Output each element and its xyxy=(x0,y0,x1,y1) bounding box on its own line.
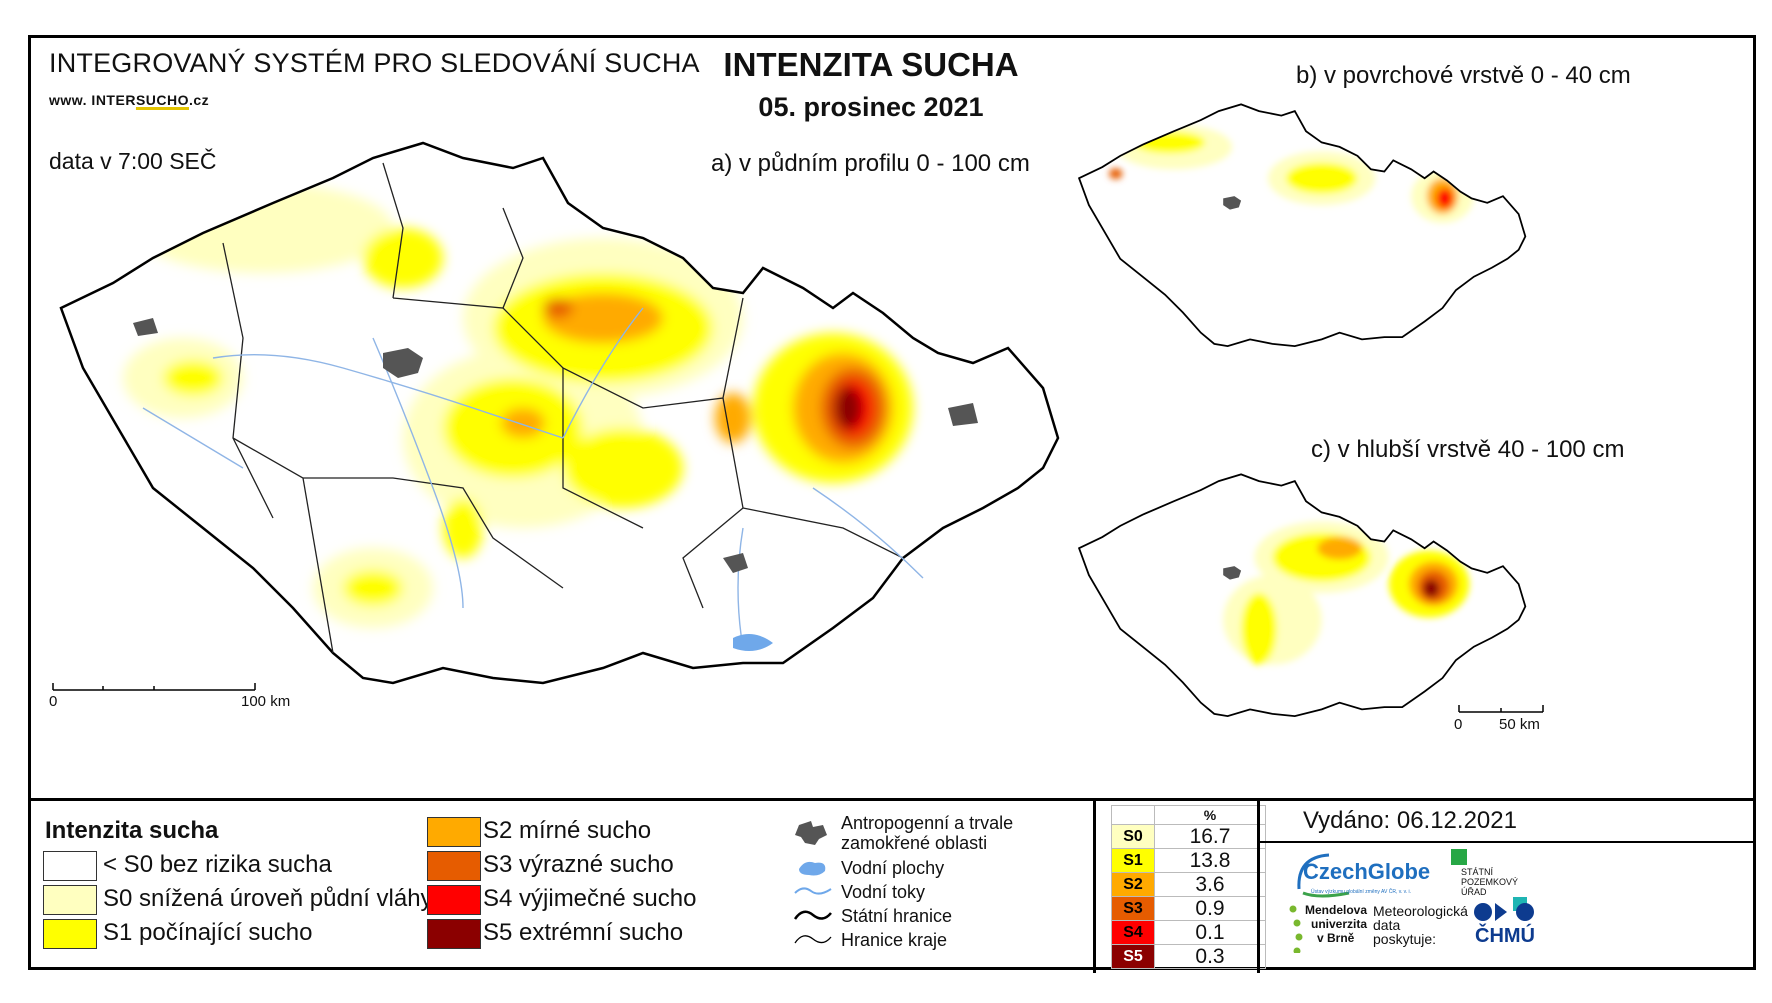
stats-value-cell: 16.7 xyxy=(1154,824,1266,849)
stats-class-cell: S5 xyxy=(1111,944,1155,969)
legend-separator-2 xyxy=(1257,801,1260,973)
legend-swatch-s1 xyxy=(43,919,97,949)
mendel-dots-icon xyxy=(1289,905,1303,953)
scale-small-start: 0 xyxy=(1454,716,1463,733)
mendel-line2: univerzita xyxy=(1311,917,1368,931)
legend-anthropogenic-line1: Antropogenní a trvale xyxy=(841,813,1014,833)
anthropogenic-area-icon xyxy=(795,821,827,845)
meteo-line3: poskytuje: xyxy=(1373,931,1437,947)
chmu-name: ČHMÚ xyxy=(1475,925,1535,947)
legend-label-below-s0: < S0 bez rizika sucha xyxy=(103,851,332,878)
system-title: INTEGROVANÝ SYSTÉM PRO SLEDOVÁNÍ SUCHA xyxy=(49,48,700,78)
stats-class-cell: S4 xyxy=(1111,920,1155,945)
meteo-line2: data xyxy=(1373,917,1401,933)
legend-water-body: Vodní plochy xyxy=(841,858,945,878)
water-body-icon xyxy=(799,861,826,876)
issued-date: Vydáno: 06.12.2021 xyxy=(1303,807,1517,834)
legend-swatch-s3 xyxy=(427,851,481,881)
legend-region-border: Hranice kraje xyxy=(841,930,948,950)
chmu-symbol-icon xyxy=(1474,903,1534,921)
legend-anthropogenic-line2: zamokřené oblasti xyxy=(841,833,988,853)
drought-map-surface xyxy=(1077,103,1527,348)
mendel-line1: Mendelova xyxy=(1305,903,1368,917)
map-c-label: c) v hlubší vrstvě 40 - 100 cm xyxy=(1311,436,1625,463)
legend-label-s5: S5 extrémní sucho xyxy=(483,919,684,946)
issued-divider xyxy=(1260,841,1753,843)
drought-map-deep xyxy=(1077,473,1527,718)
stats-header-class xyxy=(1111,805,1155,825)
czechglobe-arc-icon xyxy=(1297,853,1350,898)
stats-row: S3 0.9 xyxy=(1111,896,1266,921)
meteo-line1: Meteorologická xyxy=(1373,903,1468,919)
drought-map-main xyxy=(52,141,1060,691)
stats-value-cell: 13.8 xyxy=(1154,848,1266,873)
legend-swatch-s5 xyxy=(427,919,481,949)
website-suffix: .cz xyxy=(189,92,210,108)
website-prefix: www. INTER xyxy=(49,92,136,108)
legend-separator-1 xyxy=(1093,801,1096,973)
legend-swatch-s4 xyxy=(427,885,481,915)
drought-stats-table: % S0 16.7 S1 13.8 S2 3.6 S3 0.9 S4 0.1 S5 0.3 xyxy=(1111,805,1266,969)
scale-small-end: 50 km xyxy=(1499,716,1540,733)
stats-header-percent: % xyxy=(1154,805,1266,825)
stats-class-cell: S3 xyxy=(1111,896,1155,921)
map-b-label: b) v povrchové vrstvě 0 - 40 cm xyxy=(1296,62,1631,89)
stats-class-cell: S1 xyxy=(1111,848,1155,873)
legend-state-border: Státní hranice xyxy=(841,906,953,926)
main-title: INTENZITA SUCHA xyxy=(723,46,1019,83)
stats-row: S5 0.3 xyxy=(1111,944,1266,969)
stats-value-cell: 0.9 xyxy=(1154,896,1266,921)
stats-value-cell: 0.3 xyxy=(1154,944,1266,969)
legend-label-s0: S0 snížená úroveň půdní vláhy xyxy=(103,885,433,912)
scale-main-end: 100 km xyxy=(241,693,291,710)
map-a-label: a) v půdním profilu 0 - 100 cm xyxy=(711,150,1030,177)
stats-value-cell: 0.1 xyxy=(1154,920,1266,945)
legend-label-s1: S1 počínající sucho xyxy=(103,919,313,946)
data-time: data v 7:00 SEČ xyxy=(49,148,217,174)
stats-class-cell: S2 xyxy=(1111,872,1155,897)
legend-title: Intenzita sucha xyxy=(45,817,219,844)
stats-row: S4 0.1 xyxy=(1111,920,1266,945)
website-mid: SUCHO xyxy=(135,92,189,108)
region-border-icon xyxy=(794,935,832,944)
stats-row: S2 3.6 xyxy=(1111,872,1266,897)
stats-value-cell: 3.6 xyxy=(1154,872,1266,897)
legend-river: Vodní toky xyxy=(841,882,926,902)
legend-swatch-s0 xyxy=(43,885,97,915)
legend-label-s3: S3 výrazné sucho xyxy=(483,851,674,878)
mendel-line3: v Brně xyxy=(1317,931,1355,945)
spu-line2: POZEMKOVÝ xyxy=(1461,877,1519,887)
legend-swatch-s2 xyxy=(427,817,481,847)
legend-label-s2: S2 mírné sucho xyxy=(483,817,652,844)
legend-panel: Intenzita sucha < S0 bez rizika sucha S0… xyxy=(31,798,1753,973)
scale-main-start: 0 xyxy=(49,693,58,710)
stats-row: S1 13.8 xyxy=(1111,848,1266,873)
main-date: 05. prosinec 2021 xyxy=(758,92,984,122)
river-icon xyxy=(794,887,832,895)
spu-line1: STÁTNÍ xyxy=(1461,867,1494,877)
state-border-icon xyxy=(793,910,832,920)
website-link[interactable]: www. INTERSUCHO.cz xyxy=(49,92,209,108)
map-frame: INTEGROVANÝ SYSTÉM PRO SLEDOVÁNÍ SUCHA w… xyxy=(28,35,1756,973)
stats-row: S0 16.7 xyxy=(1111,824,1266,849)
spu-line3: ÚŘAD xyxy=(1461,887,1487,897)
czechglobe-name: CzechGlobe xyxy=(1303,859,1431,884)
stats-class-cell: S0 xyxy=(1111,824,1155,849)
legend-label-s4: S4 výjimečné sucho xyxy=(483,885,697,912)
czechglobe-subtitle: Ústav výzkumu globální změny AV ČR, v. v… xyxy=(1311,889,1412,895)
spu-green-square-icon xyxy=(1451,849,1467,865)
scale-small-bar xyxy=(1458,705,1544,713)
legend-swatch-below-s0 xyxy=(43,851,97,881)
